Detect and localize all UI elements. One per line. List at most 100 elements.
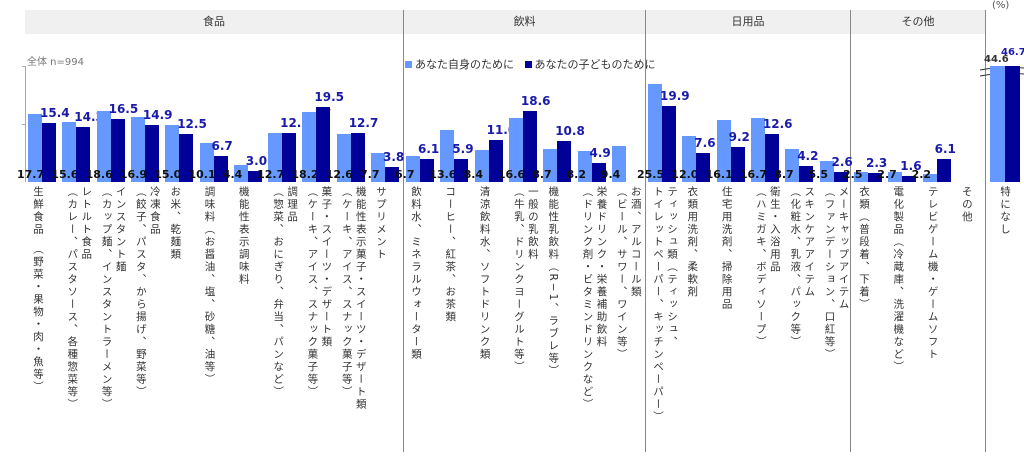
value-label-self: 2.5 (843, 168, 863, 181)
bar-self (888, 171, 903, 182)
value-label-self: 6.7 (395, 168, 415, 181)
bar-self (371, 152, 385, 182)
value-label-child: 7.6 (694, 135, 716, 150)
value-label-child: 2.6 (831, 155, 853, 170)
value-label-child: 6.1 (934, 141, 956, 156)
value-label-self: 18.2 (291, 168, 319, 181)
bar-child (42, 123, 56, 182)
bar-child (76, 127, 91, 182)
bar-child (420, 158, 434, 182)
bar-self (508, 118, 523, 182)
bar-child (662, 105, 676, 182)
bar-self (682, 136, 697, 182)
category-label: サプリメント (375, 186, 387, 261)
value-label-self: 44.6 (984, 54, 1009, 65)
bar-child (522, 110, 537, 182)
bar-self (130, 117, 145, 182)
value-label-self: 15.6 (51, 168, 79, 181)
value-label-self: 4.4 (222, 168, 243, 181)
bar-child (110, 118, 125, 182)
group-header-daily: 日用品 (646, 10, 850, 34)
value-label-child: 3.0 (245, 153, 268, 168)
value-label-child: 4.2 (797, 148, 819, 163)
value-label-self: 16.9 (119, 168, 148, 181)
bar-child (454, 159, 469, 182)
category-label: レトルト食品 （カレー、パスタソース、各種惣菜等） (66, 186, 93, 411)
value-label-child: 3.8 (383, 150, 405, 165)
value-label-child: 18.6 (520, 93, 551, 108)
value-label-child: 46.7 (1001, 47, 1024, 58)
bar-self (268, 133, 283, 182)
bar-self (233, 165, 248, 182)
bar-self (854, 172, 868, 182)
bar-self (28, 114, 42, 182)
category-label: メーキャップアイテム （ファンデーション、口紅等） (823, 186, 850, 361)
bar-self (165, 124, 180, 182)
legend-child: あなたの子どものために (534, 58, 656, 71)
value-label-child: 14.3 (74, 110, 104, 125)
bar-self (611, 145, 626, 182)
value-label-self: 7.7 (360, 168, 380, 181)
bar-self (474, 149, 489, 182)
value-label-child: 12.6 (762, 116, 793, 131)
category-label: ティッシュ類（ティッシュ、 トイレットペーパー、キッチンペーパー） (652, 186, 678, 424)
category-label: 電化製品（冷蔵庫、洗濯機など） (892, 186, 905, 374)
bar-child (316, 107, 331, 182)
legend: あなた自身のために あなたの子どものために (405, 56, 656, 72)
value-label-self: 12.7 (257, 168, 285, 181)
group-divider (403, 10, 404, 452)
group-divider (985, 10, 986, 452)
bar-child (144, 124, 159, 182)
category-label: その他 (960, 186, 973, 224)
value-label-child: 12.7 (348, 116, 379, 131)
value-label-child: 6.1 (418, 141, 440, 156)
bar-child (179, 134, 194, 182)
value-label-self: 16.6 (497, 168, 526, 181)
bar-self (96, 110, 111, 182)
bar-child (902, 175, 917, 182)
value-label-child: 9.2 (728, 129, 750, 144)
bar-self (922, 173, 937, 182)
bar-self (648, 84, 662, 182)
category-label: 調理品 （惣菜、おにぎり、弁当、パンなど） (272, 186, 299, 399)
bar-child (247, 170, 262, 182)
bar-self (577, 150, 592, 182)
category-label: 衛生・入浴用品 （ハミガキ、ボディソープ） (754, 186, 781, 349)
bar-child (591, 163, 606, 182)
value-label-self: 5.5 (808, 168, 829, 181)
category-label: 生鮮食品 （野菜・果物・肉・魚等） (32, 186, 44, 394)
category-label: 特になし (999, 186, 1011, 236)
value-label-child: 12.5 (177, 117, 207, 132)
bar-child (936, 158, 951, 182)
category-label: お米、乾麺類 (169, 186, 182, 261)
value-label-self: 15.0 (154, 168, 182, 181)
category-label: コーヒー、紅茶、お茶類 (444, 186, 457, 324)
value-label-self: 2.2 (911, 168, 932, 181)
value-label-child: 4.9 (589, 146, 611, 161)
bar-child (1005, 66, 1020, 182)
legend-swatch-self (405, 61, 412, 68)
bar-child (557, 140, 572, 182)
bar-self (750, 118, 765, 182)
value-label-child: 11.0 (486, 122, 517, 137)
category-label: 機能性表示菓子・スイーツ・デザート類 （ケーキ、アイス、スナック菓子等） (340, 186, 367, 411)
value-label-self: 12.6 (325, 168, 353, 181)
value-label-self: 25.5 (637, 168, 665, 181)
category-label: 調味料（お醤油、塩、砂糖、油等） (203, 186, 216, 386)
bar-child (488, 139, 503, 182)
bar-self (716, 120, 731, 182)
category-label: 衣類（普段着、下着） (858, 186, 870, 311)
value-label-child: 2.3 (866, 156, 888, 171)
bar-child (213, 156, 228, 182)
bar-child (764, 133, 779, 182)
y-tick (22, 66, 26, 67)
bar-self (302, 112, 317, 182)
value-label-child: 10.8 (555, 123, 585, 138)
value-label-self: 13.6 (429, 168, 457, 181)
value-label-child: 19.5 (314, 90, 344, 105)
bar-self (785, 148, 800, 182)
category-label: 飲料水、ミネラルウォーター類 (410, 186, 422, 361)
value-label-self: 9.4 (600, 168, 621, 181)
bar-child (385, 167, 399, 182)
